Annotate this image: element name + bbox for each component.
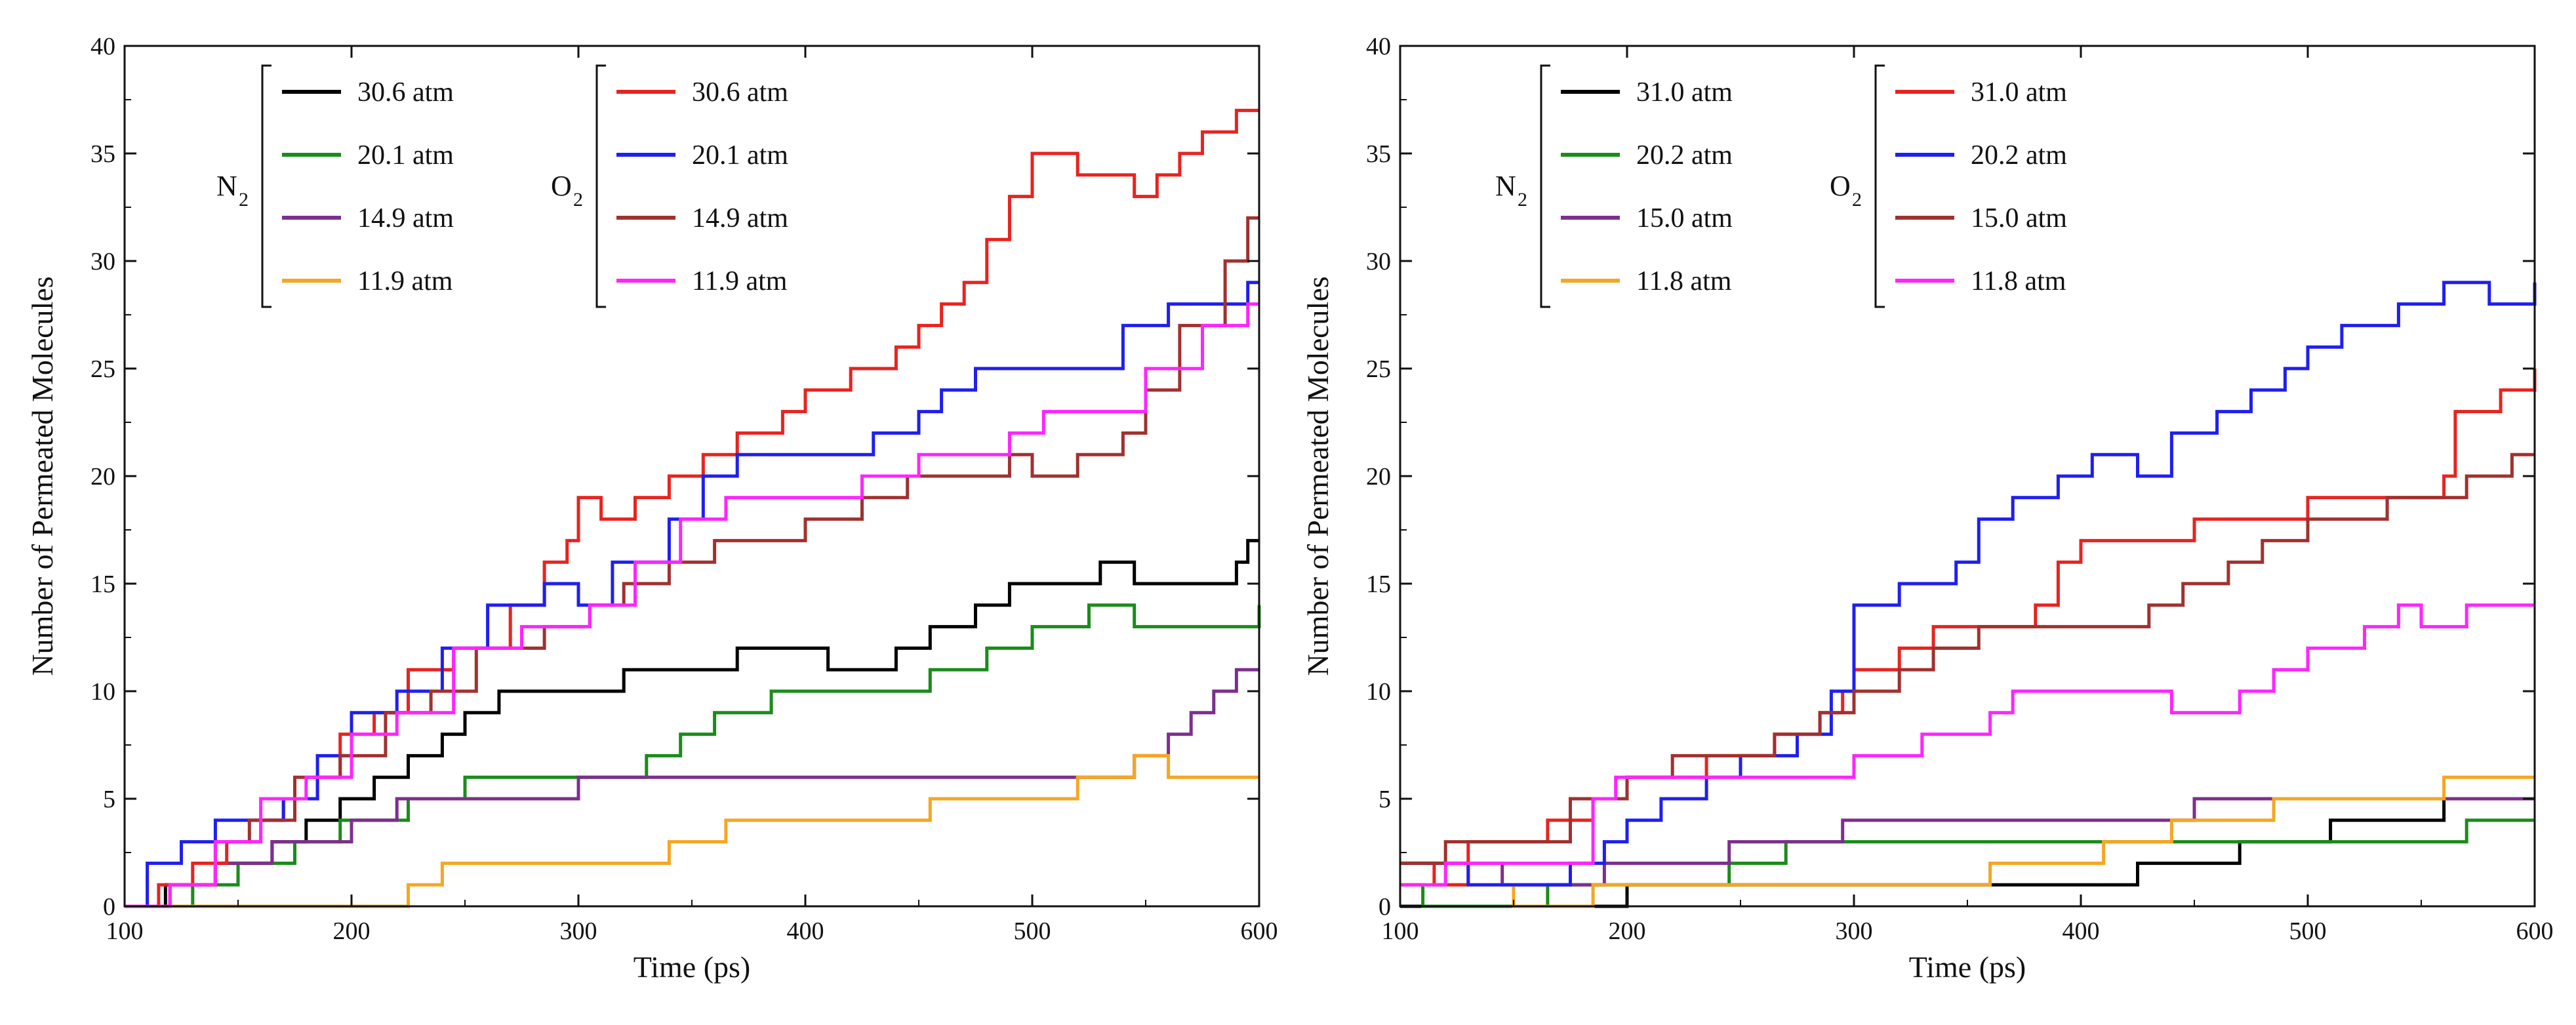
left-y-tick-label: 0 (103, 893, 115, 921)
right-y-tick-label: 0 (1379, 893, 1391, 921)
right-x-tick-label: 300 (1836, 917, 1873, 945)
left-y-tick-label: 25 (91, 355, 115, 383)
left-y-tick-label: 30 (91, 248, 115, 275)
right-series-line-5 (1400, 281, 2537, 887)
left-legend-entry-label: 30.6 atm (692, 77, 788, 108)
right-legend-group-n: N 2 31.0 atm 20.2 atm 15.0 atm 11.8 atm (1495, 64, 1733, 308)
right-legend-entry-label: 31.0 atm (1636, 77, 1733, 108)
right-legend-gas-subscript: 2 (1518, 189, 1527, 211)
left-legend-entry-label: 20.1 atm (357, 140, 454, 171)
left-x-tick-label: 600 (1241, 917, 1278, 945)
left-legend-gas-subscript: 2 (239, 189, 249, 211)
right-legend-entry-label: 11.8 atm (1636, 266, 1732, 296)
right-legend-bracket (1874, 64, 1885, 308)
left-y-axis-title: Number of Permeated Molecules (26, 276, 59, 675)
right-legend-gas-subscript: 2 (1852, 189, 1862, 211)
left-legend-entry-label: 14.9 atm (357, 203, 454, 233)
right-y-tick-label: 25 (1366, 355, 1391, 383)
right-y-tick-label: 20 (1366, 463, 1391, 491)
right-x-axis-title: Time (ps) (1909, 950, 2026, 984)
left-x-tick-label: 400 (787, 917, 824, 945)
left-series-line-3 (125, 754, 1259, 908)
right-x-tick-label: 200 (1609, 917, 1646, 945)
right-legend-gas-label: N (1495, 170, 1516, 202)
left-legend-group-n: N 2 30.6 atm 20.1 atm 14.9 atm 11.9 atm (216, 64, 454, 308)
right-x-tick-label: 600 (2516, 917, 2554, 945)
left-series-line-7 (125, 302, 1259, 908)
right-x-tick-label: 100 (1382, 917, 1419, 945)
right-chart-panel: 100 200 300 400 500 600 0 5 10 15 20 25 30 35 40 Time (… (1301, 33, 2554, 984)
left-series-line-1 (125, 603, 1261, 908)
left-legend-entry-label: 30.6 atm (357, 77, 454, 108)
left-y-tick-label: 15 (91, 571, 115, 598)
right-y-tick-label: 30 (1366, 248, 1391, 275)
left-legend-entry-label: 14.9 atm (692, 203, 788, 233)
right-x-tick-label: 500 (2289, 917, 2327, 945)
left-y-tick-label: 40 (91, 33, 115, 60)
right-series-line-6 (1400, 452, 2535, 865)
right-legend-entry-label: 20.2 atm (1971, 140, 2067, 171)
left-legend-gas-subscript: 2 (573, 189, 583, 211)
left-legend-entry-label: 20.1 atm (692, 140, 788, 171)
left-series-line-6 (125, 216, 1259, 908)
left-series-line-0 (125, 538, 1259, 908)
left-series-group (125, 108, 1261, 908)
left-x-tick-label: 300 (560, 917, 597, 945)
left-series-line-2 (125, 668, 1259, 908)
left-y-tick-label: 35 (91, 140, 115, 168)
right-y-tick-label: 35 (1366, 140, 1391, 168)
right-y-tick-label: 10 (1366, 678, 1391, 706)
right-legend-group-o: O 2 31.0 atm 20.2 atm 15.0 atm 11.8 atm (1830, 64, 2067, 308)
left-y-tick-label: 5 (103, 786, 115, 813)
right-series-group (1400, 281, 2537, 908)
right-legend-entry-label: 20.2 atm (1636, 140, 1733, 171)
left-legend-gas-label: O (551, 170, 572, 202)
right-y-tick-label: 5 (1379, 786, 1391, 813)
left-x-axis-title: Time (ps) (634, 950, 751, 984)
left-chart-panel: 100 200 300 400 500 600 0 5 10 15 20 25 30 35 40 Time (… (26, 33, 1278, 984)
left-x-tick-label: 100 (106, 917, 144, 945)
right-legend-entry-label: 11.8 atm (1971, 266, 2066, 296)
left-legend-group-o: O 2 30.6 atm 20.1 atm 14.9 atm 11.9 atm (551, 64, 788, 308)
right-legend-gas-label: O (1830, 170, 1851, 202)
right-x-tick-label: 400 (2063, 917, 2100, 945)
left-legend-bracket (261, 64, 272, 308)
right-y-tick-label: 40 (1366, 33, 1391, 60)
right-series-line-7 (1400, 603, 2535, 887)
left-x-tick-label: 200 (333, 917, 371, 945)
left-y-tick-label: 10 (91, 678, 115, 706)
left-legend-entry-label: 11.9 atm (692, 266, 788, 296)
left-legend-gas-label: N (216, 170, 237, 202)
left-legend-bracket (595, 64, 606, 308)
left-x-tick-label: 500 (1014, 917, 1051, 945)
right-legend-bracket (1540, 64, 1550, 308)
right-y-tick-label: 15 (1366, 571, 1391, 598)
right-y-axis-title: Number of Permeated Molecules (1301, 276, 1335, 675)
left-legend-entry-label: 11.9 atm (357, 266, 453, 296)
right-legend-entry-label: 15.0 atm (1636, 203, 1733, 233)
right-legend-entry-label: 15.0 atm (1971, 203, 2067, 233)
right-legend-entry-label: 31.0 atm (1971, 77, 2067, 108)
right-plot-frame (1399, 45, 2536, 908)
left-y-tick-label: 20 (91, 463, 115, 491)
